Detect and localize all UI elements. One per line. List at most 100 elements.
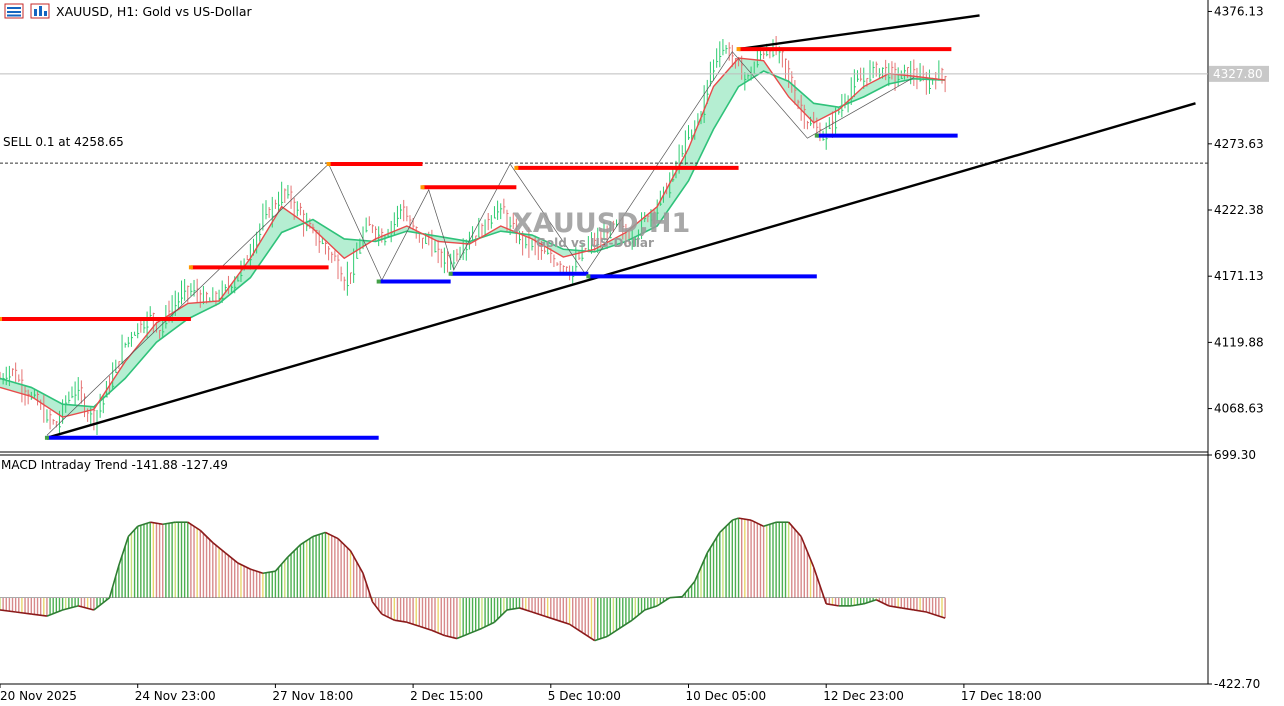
macd-line-segment: [706, 531, 721, 554]
current-price-label: 4327.80: [1213, 67, 1263, 81]
price-tick-label: 4068.63: [1214, 402, 1264, 416]
trendline-1: [46, 102, 1196, 439]
macd-line-segment: [863, 599, 877, 605]
macd-line-segment: [456, 632, 470, 640]
macd-line-segment: [738, 517, 752, 521]
macd-indicator-label: MACD Intraday Trend -141.88 -127.49: [1, 458, 228, 472]
macd-line-segment: [469, 627, 483, 635]
macd-line-segment: [62, 605, 79, 611]
macd-line-segment: [362, 572, 374, 603]
macd-line-segment: [137, 521, 151, 528]
macd-line-segment: [118, 536, 130, 566]
macd-line-segment: [656, 597, 671, 607]
chart-header: XAUUSD, H1: Gold vs US-Dollar: [4, 2, 252, 20]
chart-bars-icon[interactable]: [30, 3, 50, 19]
macd-line-segment: [406, 621, 420, 628]
macd-line-segment: [150, 521, 163, 526]
fast-ema-line: [0, 57, 946, 418]
macd-line-segment: [93, 597, 111, 611]
macd-line-segment: [287, 544, 301, 558]
macd-line-segment: [46, 609, 63, 617]
macd-line-segment: [224, 552, 239, 564]
macd-line-segment: [325, 531, 339, 540]
macd-line-segment: [913, 609, 927, 613]
macd-line-segment: [187, 521, 201, 532]
time-tick-label: 12 Dec 23:00: [823, 689, 904, 703]
macd-line-segment: [619, 619, 633, 630]
macd-line-segment: [826, 603, 839, 607]
market-watch-icon[interactable]: [4, 3, 24, 19]
time-tick-label: 17 Dec 18:00: [961, 689, 1042, 703]
macd-line-segment: [493, 609, 508, 623]
macd-line-segment: [419, 625, 433, 632]
macd-line-segment: [162, 521, 176, 526]
price-tick-label: 4119.88: [1214, 335, 1264, 349]
current-price-badge: [1209, 65, 1269, 82]
time-tick-label: 10 Dec 05:00: [685, 689, 766, 703]
macd-line-segment: [337, 537, 352, 552]
macd-line-segment: [875, 599, 890, 607]
macd-line-segment: [262, 570, 276, 575]
price-tick-label: 4171.13: [1214, 269, 1264, 283]
support-marker: [376, 279, 381, 284]
macd-line-segment: [274, 556, 289, 572]
macd-histogram: [0, 518, 946, 641]
macd-line-segment: [569, 623, 583, 634]
macd-line-segment: [594, 635, 608, 642]
macd-line-segment: [788, 521, 802, 538]
macd-line-segment: [237, 562, 251, 570]
macd-line-segment: [888, 605, 902, 609]
support-marker: [44, 435, 49, 440]
macd-line-segment: [531, 611, 545, 617]
macd-line-segment: [371, 601, 383, 615]
macd-line-segment: [31, 613, 48, 617]
macd-line-segment: [556, 619, 570, 626]
macd-line-segment: [444, 634, 458, 640]
macd-line-segment: [15, 611, 32, 615]
macd-line-segment: [349, 550, 364, 574]
time-tick-label: 20 Nov 2025: [0, 689, 77, 703]
support-marker: [814, 133, 819, 138]
price-tick-label: 4273.63: [1214, 137, 1264, 151]
watermark-subtitle: Gold vs US-Dollar: [536, 236, 654, 250]
macd-tick-label: 699.30: [1214, 448, 1256, 462]
resistance-marker: [0, 316, 2, 321]
macd-line-segment: [926, 611, 946, 619]
macd-line-segment: [312, 531, 326, 538]
macd-line-segment: [78, 605, 95, 611]
time-tick-label: 27 Nov 18:00: [272, 689, 353, 703]
zigzag-line: [46, 51, 914, 436]
macd-line-segment: [800, 536, 815, 568]
resistance-marker: [514, 165, 519, 170]
macd-tick-label: -422.70: [1214, 677, 1260, 691]
macd-line-segment: [631, 609, 646, 621]
macd-line-segment: [127, 525, 139, 538]
resistance-marker: [326, 162, 331, 167]
trade-line-label: SELL 0.1 at 4258.65: [3, 135, 124, 149]
macd-line-segment: [481, 621, 495, 630]
macd-line-segment: [544, 615, 558, 621]
macd-line-segment: [394, 619, 407, 624]
macd-line-segment: [750, 519, 764, 528]
macd-line-segment: [299, 535, 314, 546]
macd-line-segment: [763, 521, 777, 528]
resistance-marker: [420, 185, 425, 190]
macd-line-segment: [212, 541, 226, 554]
macd-line-segment: [901, 607, 914, 611]
watermark-title: XAUUSD,H1: [512, 208, 691, 239]
macd-line-segment: [669, 595, 683, 599]
macd-line-segment: [108, 564, 120, 598]
macd-line-segment: [694, 552, 709, 582]
price-tick-label: 4376.13: [1214, 4, 1264, 18]
macd-line-segment: [381, 613, 395, 621]
macd-line-segment: [681, 580, 696, 598]
macd-line-segment: [0, 609, 16, 613]
trendline-2: [738, 14, 980, 51]
price-tick-label: 4222.38: [1214, 203, 1264, 217]
time-tick-label: 5 Dec 10:00: [548, 689, 621, 703]
macd-line-segment: [606, 627, 621, 638]
macd-line-segment: [812, 566, 827, 605]
resistance-marker: [188, 265, 193, 270]
macd-line-segment: [506, 607, 520, 611]
